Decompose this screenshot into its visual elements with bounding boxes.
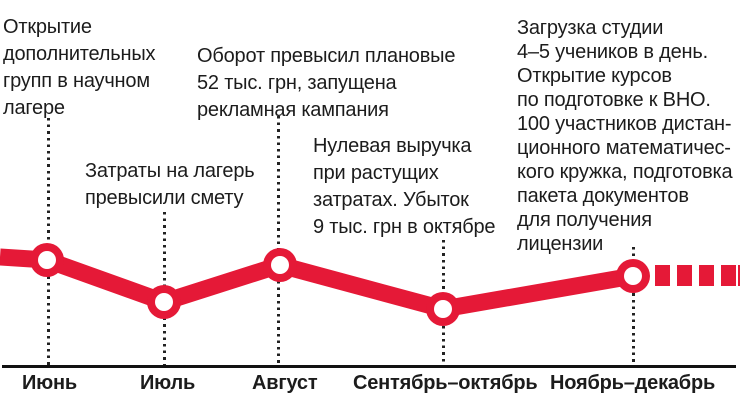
trend-line [0, 248, 635, 318]
guide-line-june [47, 118, 50, 366]
projection-dash [699, 265, 714, 286]
node-marker-inner [271, 256, 289, 274]
guide-line-november-december [632, 247, 635, 366]
guide-line-august [277, 116, 280, 366]
x-label-august: Август [252, 372, 318, 394]
node-marker-inner [155, 293, 173, 311]
node-marker-inner [624, 267, 642, 285]
annotation-september-october: Нулевая выручка при растущих затратах. У… [313, 135, 496, 238]
projection-dash [721, 265, 736, 286]
x-axis-line [2, 365, 736, 368]
x-label-july: Июль [140, 372, 196, 394]
x-label-september-october: Сентябрь–октябрь [353, 372, 538, 394]
annotation-november-december: Загрузка студии 4–5 учеников в день. Отк… [517, 17, 733, 255]
projection-dash [738, 265, 740, 286]
annotation-july: Затраты на лагерь превысили смету [85, 160, 255, 209]
annotation-august: Оборот превысил плановые 52 тыс. грн, за… [197, 45, 456, 121]
x-label-november-december: Ноябрь–декабрь [550, 372, 716, 394]
node-marker-inner [38, 251, 56, 269]
x-label-june: Июнь [22, 372, 78, 394]
annotation-june: Открытие дополнительных групп в научном … [3, 16, 156, 119]
projection-dash [677, 265, 692, 286]
projection-dash [655, 265, 670, 286]
node-marker-inner [434, 300, 452, 318]
